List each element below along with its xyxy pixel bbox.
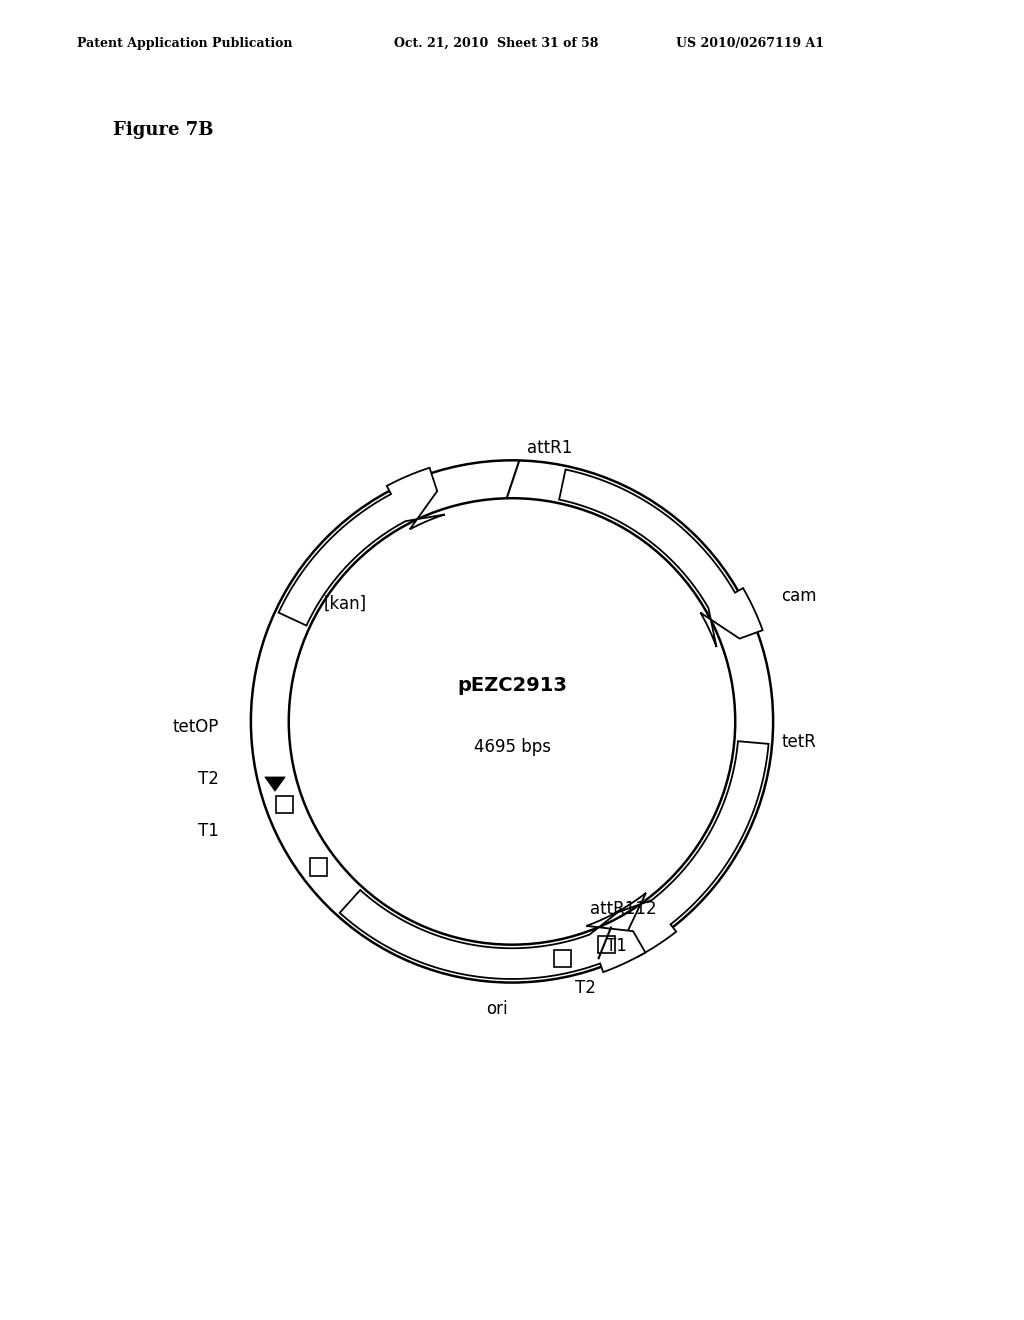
Text: Figure 7B: Figure 7B <box>113 121 213 140</box>
Text: tetR: tetR <box>781 734 816 751</box>
Bar <box>275 796 293 813</box>
Text: T1: T1 <box>198 822 219 840</box>
Text: T2: T2 <box>574 979 596 997</box>
Polygon shape <box>614 742 769 957</box>
Text: Patent Application Publication: Patent Application Publication <box>77 37 292 50</box>
Text: Oct. 21, 2010  Sheet 31 of 58: Oct. 21, 2010 Sheet 31 of 58 <box>394 37 599 50</box>
Polygon shape <box>279 467 444 626</box>
Text: US 2010/0267119 A1: US 2010/0267119 A1 <box>676 37 824 50</box>
Text: attR1: attR1 <box>527 438 572 457</box>
Polygon shape <box>340 890 645 979</box>
Text: T2: T2 <box>198 770 219 788</box>
Text: cam: cam <box>781 587 817 605</box>
Text: T1: T1 <box>606 937 627 954</box>
Bar <box>310 858 328 876</box>
Bar <box>598 936 615 953</box>
Text: attR112: attR112 <box>590 900 657 919</box>
Text: tetOP: tetOP <box>172 718 219 735</box>
Text: [kan]: [kan] <box>324 595 368 612</box>
Text: 4695 bps: 4695 bps <box>473 738 551 756</box>
Polygon shape <box>559 470 763 647</box>
Text: ori: ori <box>485 999 508 1018</box>
Bar <box>554 949 571 968</box>
Text: pEZC2913: pEZC2913 <box>457 676 567 696</box>
Polygon shape <box>265 777 286 791</box>
